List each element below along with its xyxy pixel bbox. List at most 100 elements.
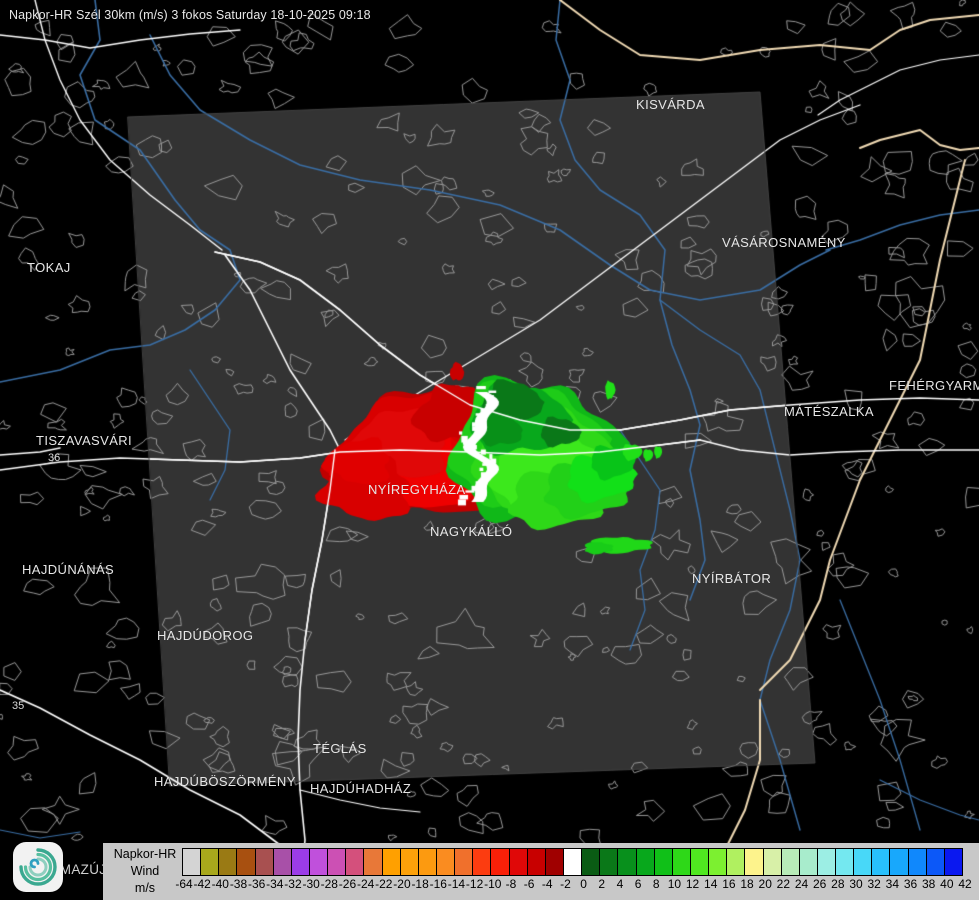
road-number: 36 — [48, 452, 61, 464]
colorbar-tick: 0 — [580, 877, 587, 891]
city-label-nagykll: NAGYKÁLLÓ — [430, 524, 513, 539]
city-label-mtszalka: MÁTÉSZALKA — [784, 404, 874, 419]
colorbar-cell[interactable] — [563, 849, 583, 875]
colorbar-cell[interactable] — [201, 849, 220, 875]
colorbar-cell[interactable] — [745, 849, 764, 875]
colorbar-cell[interactable] — [273, 849, 292, 875]
colorbar-cell[interactable] — [328, 849, 347, 875]
colorbar-tick: -8 — [505, 877, 517, 891]
colorbar-cell[interactable] — [727, 849, 746, 875]
city-label-hajddorog: HAJDÚDOROG — [157, 628, 254, 643]
colorbar-tick: 36 — [903, 877, 918, 891]
colorbar-cell[interactable] — [944, 849, 963, 875]
colorbar-cell[interactable] — [890, 849, 909, 875]
colorbar-cell[interactable] — [872, 849, 891, 875]
colorbar-cell[interactable] — [400, 849, 419, 875]
colorbar-swatches[interactable] — [182, 848, 963, 876]
colorbar-cell[interactable] — [237, 849, 256, 875]
colorbar-tick: 14 — [704, 877, 718, 891]
city-label-kisvrda: KISVÁRDA — [636, 97, 705, 112]
city-label-hajdhadhz: HAJDÚHADHÁZ — [310, 781, 412, 796]
colorbar-cell[interactable] — [836, 849, 855, 875]
colorbar-cell[interactable] — [854, 849, 873, 875]
colorbar-cell[interactable] — [618, 849, 637, 875]
colorbar-cell[interactable] — [654, 849, 673, 875]
colorbar-tick: -64 — [175, 877, 193, 891]
colorbar-tick: 32 — [867, 877, 881, 891]
legend-title: Napkor-HR Wind m/s — [109, 846, 181, 897]
colorbar-tick: 16 — [722, 877, 736, 891]
colorbar-tick: -6 — [523, 877, 535, 891]
colorbar-tick: 8 — [652, 877, 660, 891]
colorbar-cell[interactable] — [600, 849, 619, 875]
colorbar-cell[interactable] — [418, 849, 437, 875]
city-label-fehrgyarmat: FEHÉRGYARMAT — [889, 378, 979, 393]
city-label-tokaj: TOKAJ — [27, 260, 71, 275]
colorbar-cell[interactable] — [817, 849, 837, 875]
colorbar-tick: -10 — [484, 877, 502, 891]
colorbar-tick: 28 — [831, 877, 845, 891]
colorbar-tick: 6 — [634, 877, 642, 891]
legend-line-1: Napkor-HR — [113, 847, 177, 861]
colorbar-cell[interactable] — [709, 849, 728, 875]
colorbar-cell[interactable] — [781, 849, 800, 875]
legend-line-2: Wind — [130, 864, 160, 878]
colorbar-cell[interactable] — [364, 849, 383, 875]
colorbar-tick: 34 — [885, 877, 900, 891]
colorbar-cell[interactable] — [346, 849, 365, 875]
colorbar-tick: 4 — [616, 877, 624, 891]
colorbar-cell[interactable] — [763, 849, 782, 875]
colorbar-tick: 18 — [740, 877, 754, 891]
colorbar-tick: 12 — [685, 877, 700, 891]
city-label-nyregyhza: NYÍREGYHÁZA — [368, 482, 466, 497]
colorbar-cell[interactable] — [382, 849, 401, 875]
colorbar-tick-labels: -64 -42 -40 -38 -36 -34 -32 -30 -28 -26 -24 -22 -20-… — [175, 877, 971, 897]
colorbar-cell[interactable] — [309, 849, 329, 875]
colorbar-tick: -42 — [193, 877, 211, 891]
colorbar-cell[interactable] — [690, 849, 710, 875]
colorbar-tick: -38 — [229, 877, 248, 891]
colorbar-tick: -24 — [356, 877, 375, 891]
city-label-tgls: TÉGLÁS — [313, 741, 367, 756]
colorbar-tick: -2 — [560, 877, 571, 891]
colorbar-tick: 22 — [776, 877, 791, 891]
colorbar-tick: -34 — [266, 877, 284, 891]
colorbar-cell[interactable] — [926, 849, 945, 875]
colorbar-cell[interactable] — [908, 849, 927, 875]
city-label-hajdbszrmny: HAJDÚBÖSZÖRMÉNY — [154, 774, 296, 789]
colorbar-cell[interactable] — [473, 849, 492, 875]
colorbar-cell[interactable] — [527, 849, 546, 875]
colorbar-tick: -32 — [284, 877, 302, 891]
colorbar-tick: 38 — [921, 877, 936, 891]
city-label-vsrosnamny: VÁSÁROSNAMÉNY — [722, 235, 846, 250]
colorbar-cell[interactable] — [636, 849, 655, 875]
colorbar-tick: -14 — [447, 877, 466, 891]
city-label-hajdnns: HAJDÚNÁNÁS — [22, 562, 115, 577]
colorbar-tick: -26 — [338, 877, 357, 891]
colorbar-cell[interactable] — [491, 849, 510, 875]
colorbar-tick: 42 — [958, 877, 972, 891]
colorbar-cell[interactable] — [183, 849, 202, 875]
colorbar-cell[interactable] — [291, 849, 310, 875]
colorbar-tick: 26 — [813, 877, 827, 891]
colorbar-cell[interactable] — [509, 849, 528, 875]
colorbar-tick: -4 — [541, 877, 553, 891]
colorbar-cell[interactable] — [436, 849, 456, 875]
colorbar-cell[interactable] — [545, 849, 564, 875]
colorbar-cell[interactable] — [672, 849, 691, 875]
colorbar-cell[interactable] — [255, 849, 274, 875]
city-label-tiszavasvri: TISZAVASVÁRI — [36, 433, 133, 448]
colorbar-tick: -30 — [302, 877, 320, 891]
hungaromet-swirl-logo — [13, 842, 63, 892]
colorbar-tick: -18 — [411, 877, 429, 891]
colorbar-tick: 24 — [794, 877, 809, 891]
road-number: 35 — [12, 700, 25, 712]
colorbar-cell[interactable] — [799, 849, 818, 875]
colorbar-cell[interactable] — [582, 849, 601, 875]
colorbar-tick: 30 — [849, 877, 863, 891]
colorbar-cell[interactable] — [219, 849, 238, 875]
colorbar-cell[interactable] — [455, 849, 474, 875]
city-label-nyrbtor: NYÍRBÁTOR — [692, 571, 772, 586]
colorbar-tick: -22 — [375, 877, 393, 891]
